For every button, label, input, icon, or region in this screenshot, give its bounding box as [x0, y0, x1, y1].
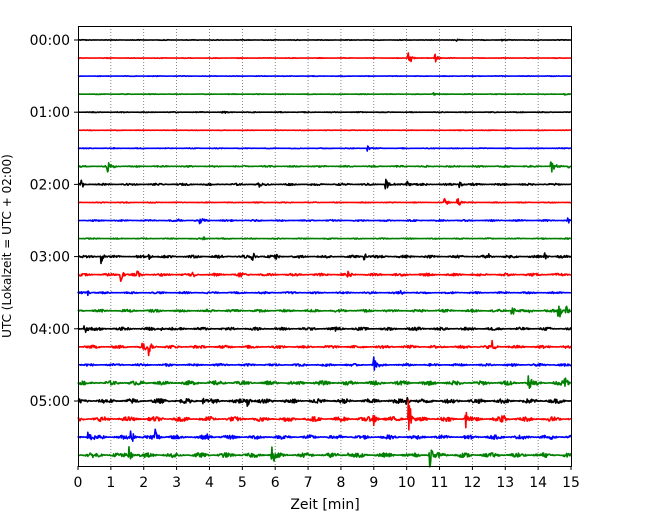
x-tick-label: 15	[562, 475, 580, 491]
x-tick-label: 8	[336, 475, 345, 491]
x-tick-label: 1	[106, 475, 115, 491]
x-tick-label: 13	[496, 475, 514, 491]
trace-0415	[77, 339, 572, 357]
trace-0115	[77, 129, 572, 132]
trace-0245	[77, 236, 572, 241]
x-tick-label: 2	[139, 475, 148, 491]
trace-0230	[77, 217, 572, 225]
trace-0545	[77, 445, 572, 468]
trace-0515	[77, 398, 572, 431]
x-tick-label: 10	[398, 475, 416, 491]
y-tick-label: 01:00	[30, 105, 70, 121]
trace-0145	[77, 161, 572, 173]
y-tick-label: 04:00	[30, 322, 70, 338]
trace-0400	[77, 325, 572, 334]
trace-0500	[77, 396, 572, 408]
y-tick-label: 03:00	[30, 250, 70, 266]
trace-0130	[77, 145, 572, 152]
trace-0100	[77, 110, 572, 114]
trace-0045	[77, 92, 572, 96]
trace-0215	[77, 197, 572, 206]
y-tick-label: 02:00	[30, 177, 70, 193]
x-tick-label: 5	[238, 475, 247, 491]
x-axis-ticks: 0 1 2 3 4 5 6 7 8 9 10 11 12 13 14 15	[74, 466, 580, 491]
x-tick-label: 11	[431, 475, 449, 491]
grid-lines	[110, 26, 539, 466]
x-tick-label: 6	[271, 475, 280, 491]
y-tick-label: 00:00	[30, 33, 70, 49]
y-axis-label: UTC (Lokalzeit = UTC + 02:00)	[0, 154, 14, 338]
y-axis-ticks: 00:00 01:00 02:00 03:00 04:00 05:00	[30, 33, 78, 410]
x-tick-label: 14	[529, 475, 547, 491]
trace-series	[77, 38, 572, 468]
x-tick-label: 3	[172, 475, 181, 491]
x-tick-label: 0	[74, 475, 83, 491]
trace-0445	[77, 375, 572, 389]
x-tick-label: 12	[463, 475, 481, 491]
y-tick-label: 05:00	[30, 394, 70, 410]
plot-frame	[78, 26, 572, 467]
trace-0315	[77, 270, 572, 283]
x-tick-label: 9	[369, 475, 378, 491]
trace-0300	[77, 252, 572, 265]
trace-0330	[77, 289, 572, 297]
trace-0200	[77, 178, 572, 190]
trace-0015	[77, 52, 572, 63]
x-axis-label: Zeit [min]	[290, 497, 359, 513]
x-tick-label: 4	[205, 475, 214, 491]
trace-0030	[77, 74, 572, 78]
trace-0345	[77, 305, 572, 318]
trace-0530	[77, 428, 572, 442]
x-tick-label: 7	[304, 475, 313, 491]
trace-0430	[77, 356, 572, 371]
trace-0000	[77, 38, 572, 42]
